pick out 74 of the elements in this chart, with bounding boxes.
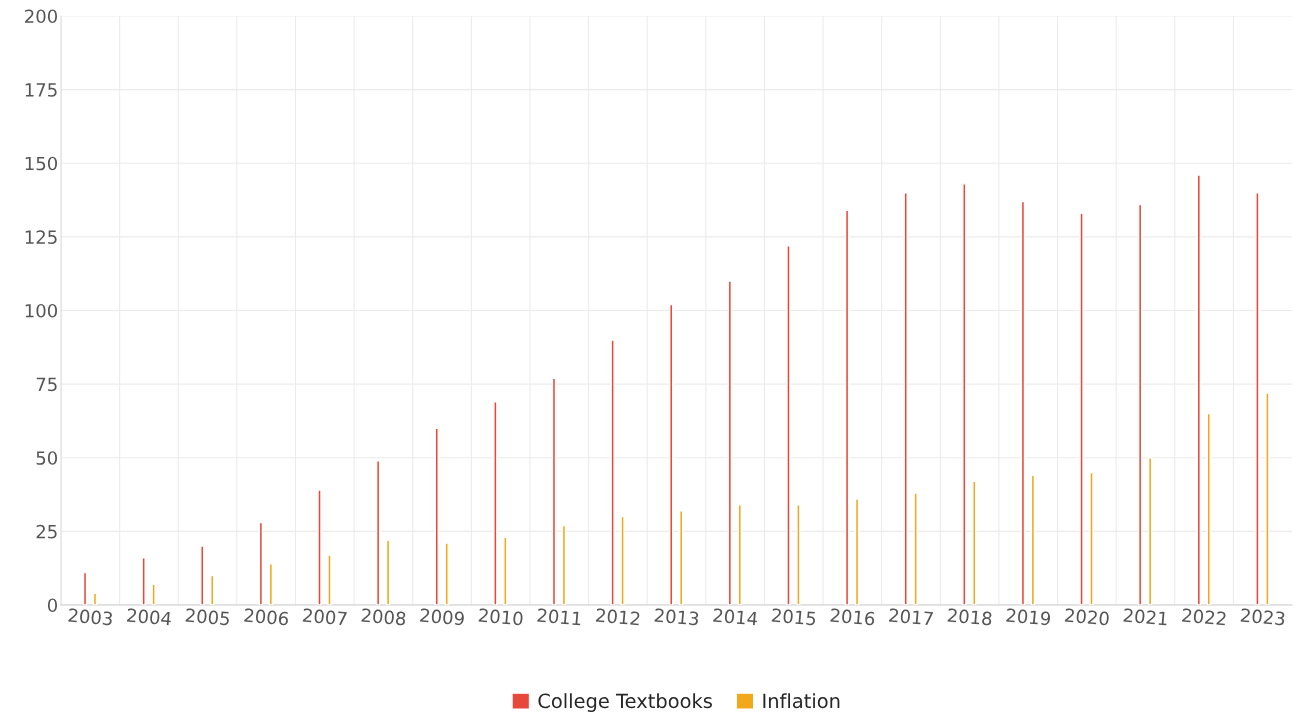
bar [151,583,156,605]
x-tick-label: 2014 [713,608,758,626]
y-tick-label: 0 [47,598,58,613]
bar [679,510,684,605]
x-tick-label: 2013 [654,608,699,626]
y-tick-label: 150 [25,156,58,171]
bar [1206,412,1211,605]
bar [854,498,860,605]
bar [1147,457,1153,605]
x-tick-label: 2018 [947,608,992,626]
bar [1020,200,1026,605]
legend-label: College Textbooks [538,693,712,712]
bar [268,563,274,605]
bar [727,280,733,605]
bar [962,183,967,605]
bar [844,209,850,605]
bar [561,524,567,605]
bar [786,245,791,605]
bar [1079,212,1084,605]
y-tick-label: 25 [36,524,57,539]
bar [796,504,801,605]
bar [1196,174,1201,605]
bar [434,427,439,605]
bar [669,303,674,605]
bar [444,542,449,605]
x-tick-label: 2011 [537,608,582,626]
y-tick-label: 175 [25,83,57,97]
x-tick-label: 2020 [1064,608,1110,626]
bar [327,554,332,605]
bar [317,489,322,605]
x-tick-label: 2006 [244,608,289,626]
bar [972,480,977,605]
x-tick-label: 2007 [302,608,347,626]
y-tick-label: 75 [36,377,57,392]
x-tick-label: 2010 [478,608,524,626]
x-tick-label: 2019 [1006,608,1051,626]
x-tick-label: 2012 [595,608,640,626]
x-tick-label: 2008 [361,608,406,626]
bar [610,339,615,605]
bar [210,574,215,605]
x-tick-label: 2003 [68,608,113,626]
x-tick-label: 2004 [126,608,172,626]
bar [1030,474,1036,605]
bar [1138,203,1143,605]
x-tick-label: 2021 [1123,608,1168,626]
x-tick-label: 2023 [1240,608,1285,626]
bar [375,459,381,605]
bar [503,536,508,605]
x-tick-label: 2017 [888,608,934,626]
x-tick-label: 2016 [830,608,875,626]
x-tick-label: 2022 [1182,608,1226,626]
bar [913,492,918,605]
x-tick-label: 2015 [771,608,816,626]
y-tick-label: 100 [25,303,58,318]
y-tick-label: 125 [25,230,57,244]
legend-label: Inflation [763,693,840,709]
bar [1089,471,1094,605]
bar [82,571,88,605]
bar [737,504,742,605]
bar [200,545,205,605]
bar [1265,392,1270,605]
bar [551,377,557,605]
y-tick-label: 200 [25,9,58,24]
bar [620,515,625,605]
y-tick-label: 50 [36,451,58,465]
x-tick-label: 2005 [185,608,230,626]
bar [258,521,264,605]
bar [1255,192,1260,605]
x-tick-label: 2009 [420,608,465,626]
bar [385,539,391,605]
bar [141,557,146,605]
bar [903,192,908,605]
bar [92,592,98,605]
bar [493,401,498,605]
